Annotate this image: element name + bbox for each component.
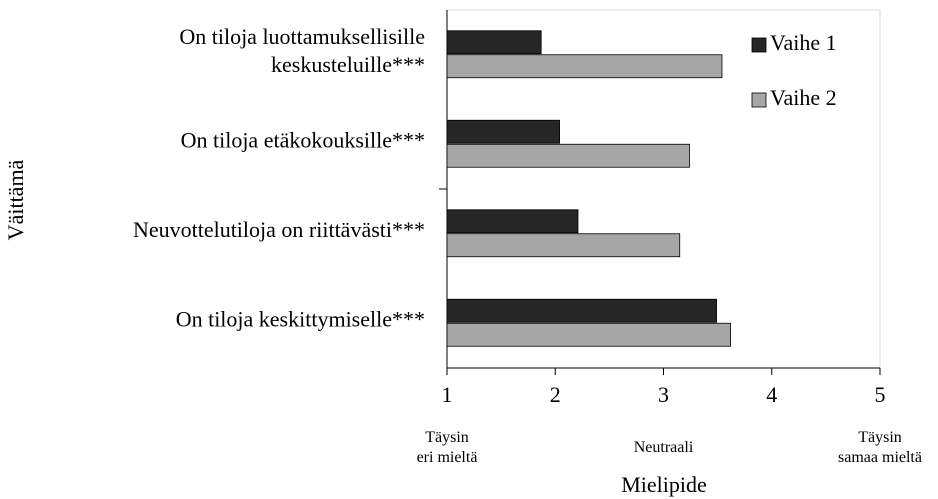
bar [446,209,579,234]
category-label: On tiloja etäkokouksille*** [181,127,425,152]
category-label: On tiloja keskittymiselle*** [176,306,425,331]
legend-swatch [751,37,767,53]
bar [446,298,717,323]
annotation: Täysin eri mieltä [417,429,478,466]
category-label: Neuvottelutiloja on riittävästi*** [133,217,425,242]
category-label: On tiloja luottamuksellisille keskustelui… [179,24,425,77]
bar [446,30,542,55]
bar [446,119,560,144]
x-tick-label: 2 [550,382,561,407]
x-tick-label: 3 [658,382,669,407]
legend-swatch [751,92,767,108]
x-axis-title: Mielipide [621,472,707,497]
bar [446,233,681,258]
legend-label: Vaihe 1 [770,30,837,55]
y-axis-title: Väittämä [3,159,28,240]
x-tick-label: 5 [875,382,886,407]
x-tick-label: 4 [766,382,777,407]
annotation: Täysin samaa mieltä [838,429,922,466]
bar [446,322,732,347]
bar [446,54,723,79]
legend-label: Vaihe 2 [770,85,837,110]
bar [446,143,690,168]
annotation: Neutraali [634,439,694,456]
x-tick-label: 1 [442,382,453,407]
